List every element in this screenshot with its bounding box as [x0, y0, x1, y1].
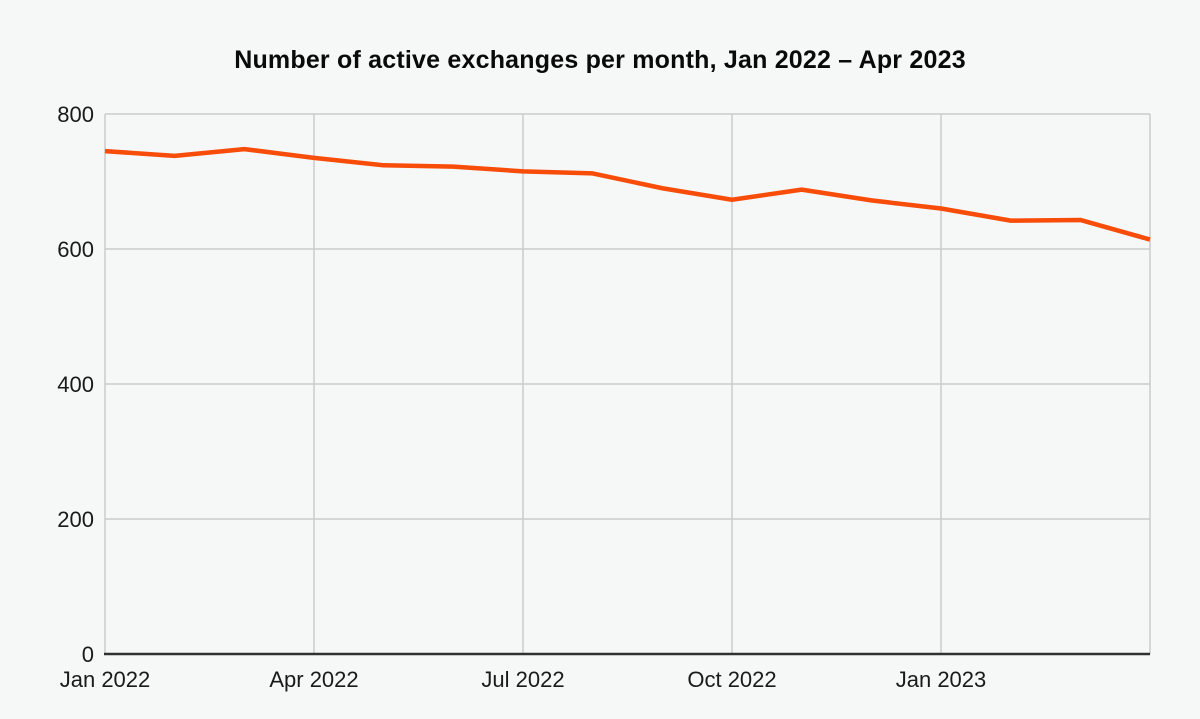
y-tick-label: 200: [57, 507, 94, 532]
y-tick-label: 400: [57, 372, 94, 397]
y-tick-label: 600: [57, 237, 94, 262]
y-tick-label: 800: [57, 102, 94, 127]
x-tick-label: Jan 2023: [896, 667, 987, 692]
x-tick-label: Apr 2022: [269, 667, 358, 692]
y-tick-label: 0: [82, 642, 94, 667]
chart-title: Number of active exchanges per month, Ja…: [234, 46, 966, 74]
x-tick-label: Jan 2022: [60, 667, 151, 692]
x-tick-label: Oct 2022: [687, 667, 776, 692]
data-line: [104, 146, 1151, 242]
x-tick-label: Jul 2022: [481, 667, 564, 692]
